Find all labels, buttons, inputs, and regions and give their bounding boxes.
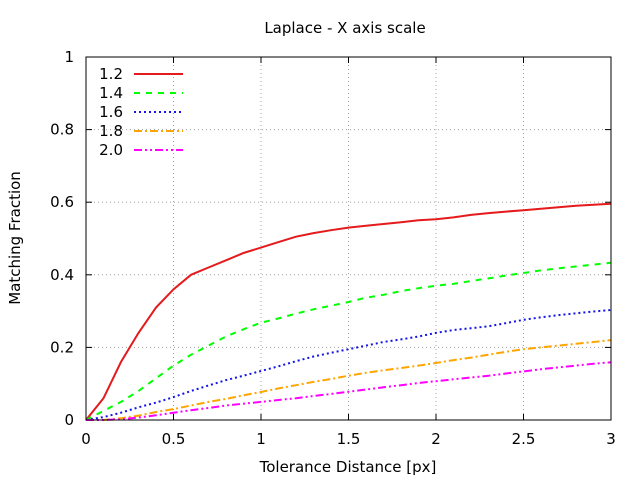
x-tick-label: 1 <box>256 430 266 448</box>
axis-ticks: 0 0.5 1 1.5 2 2.5 3 0 0.2 0.4 0.6 0.8 1 <box>50 48 616 448</box>
y-tick-label: 0.6 <box>50 193 74 211</box>
series-line-1-4 <box>85 261 612 421</box>
legend-label: 1.8 <box>99 122 123 140</box>
x-tick-label: 3 <box>606 430 616 448</box>
x-tick-label: 2.5 <box>512 430 536 448</box>
chart-title: Laplace - X axis scale <box>264 19 425 37</box>
x-tick-label: 2 <box>431 430 441 448</box>
x-tick-label: 1.5 <box>337 430 361 448</box>
plot-series <box>85 202 612 421</box>
legend-label: 1.6 <box>99 103 123 121</box>
y-tick-label: 0.8 <box>50 121 74 139</box>
series-line-1-2 <box>85 202 612 421</box>
series-line-1-8 <box>86 339 612 421</box>
series-line-2-0 <box>86 361 612 421</box>
legend: 1.21.41.61.82.0 <box>99 65 183 159</box>
legend-label: 1.2 <box>99 65 123 83</box>
y-tick-label: 0.2 <box>50 338 74 356</box>
legend-label: 2.0 <box>99 141 123 159</box>
x-tick-label: 0.5 <box>162 430 186 448</box>
x-axis-label: Tolerance Distance [px] <box>259 458 437 476</box>
series-line-1-6 <box>85 309 612 421</box>
y-tick-label: 0 <box>64 411 74 429</box>
y-axis-label: Matching Fraction <box>6 171 24 305</box>
y-tick-label: 1 <box>64 48 74 66</box>
grid <box>86 57 611 420</box>
plot-frame <box>85 56 612 421</box>
y-tick-label: 0.4 <box>50 266 74 284</box>
x-tick-label: 0 <box>81 430 91 448</box>
legend-label: 1.4 <box>99 84 123 102</box>
